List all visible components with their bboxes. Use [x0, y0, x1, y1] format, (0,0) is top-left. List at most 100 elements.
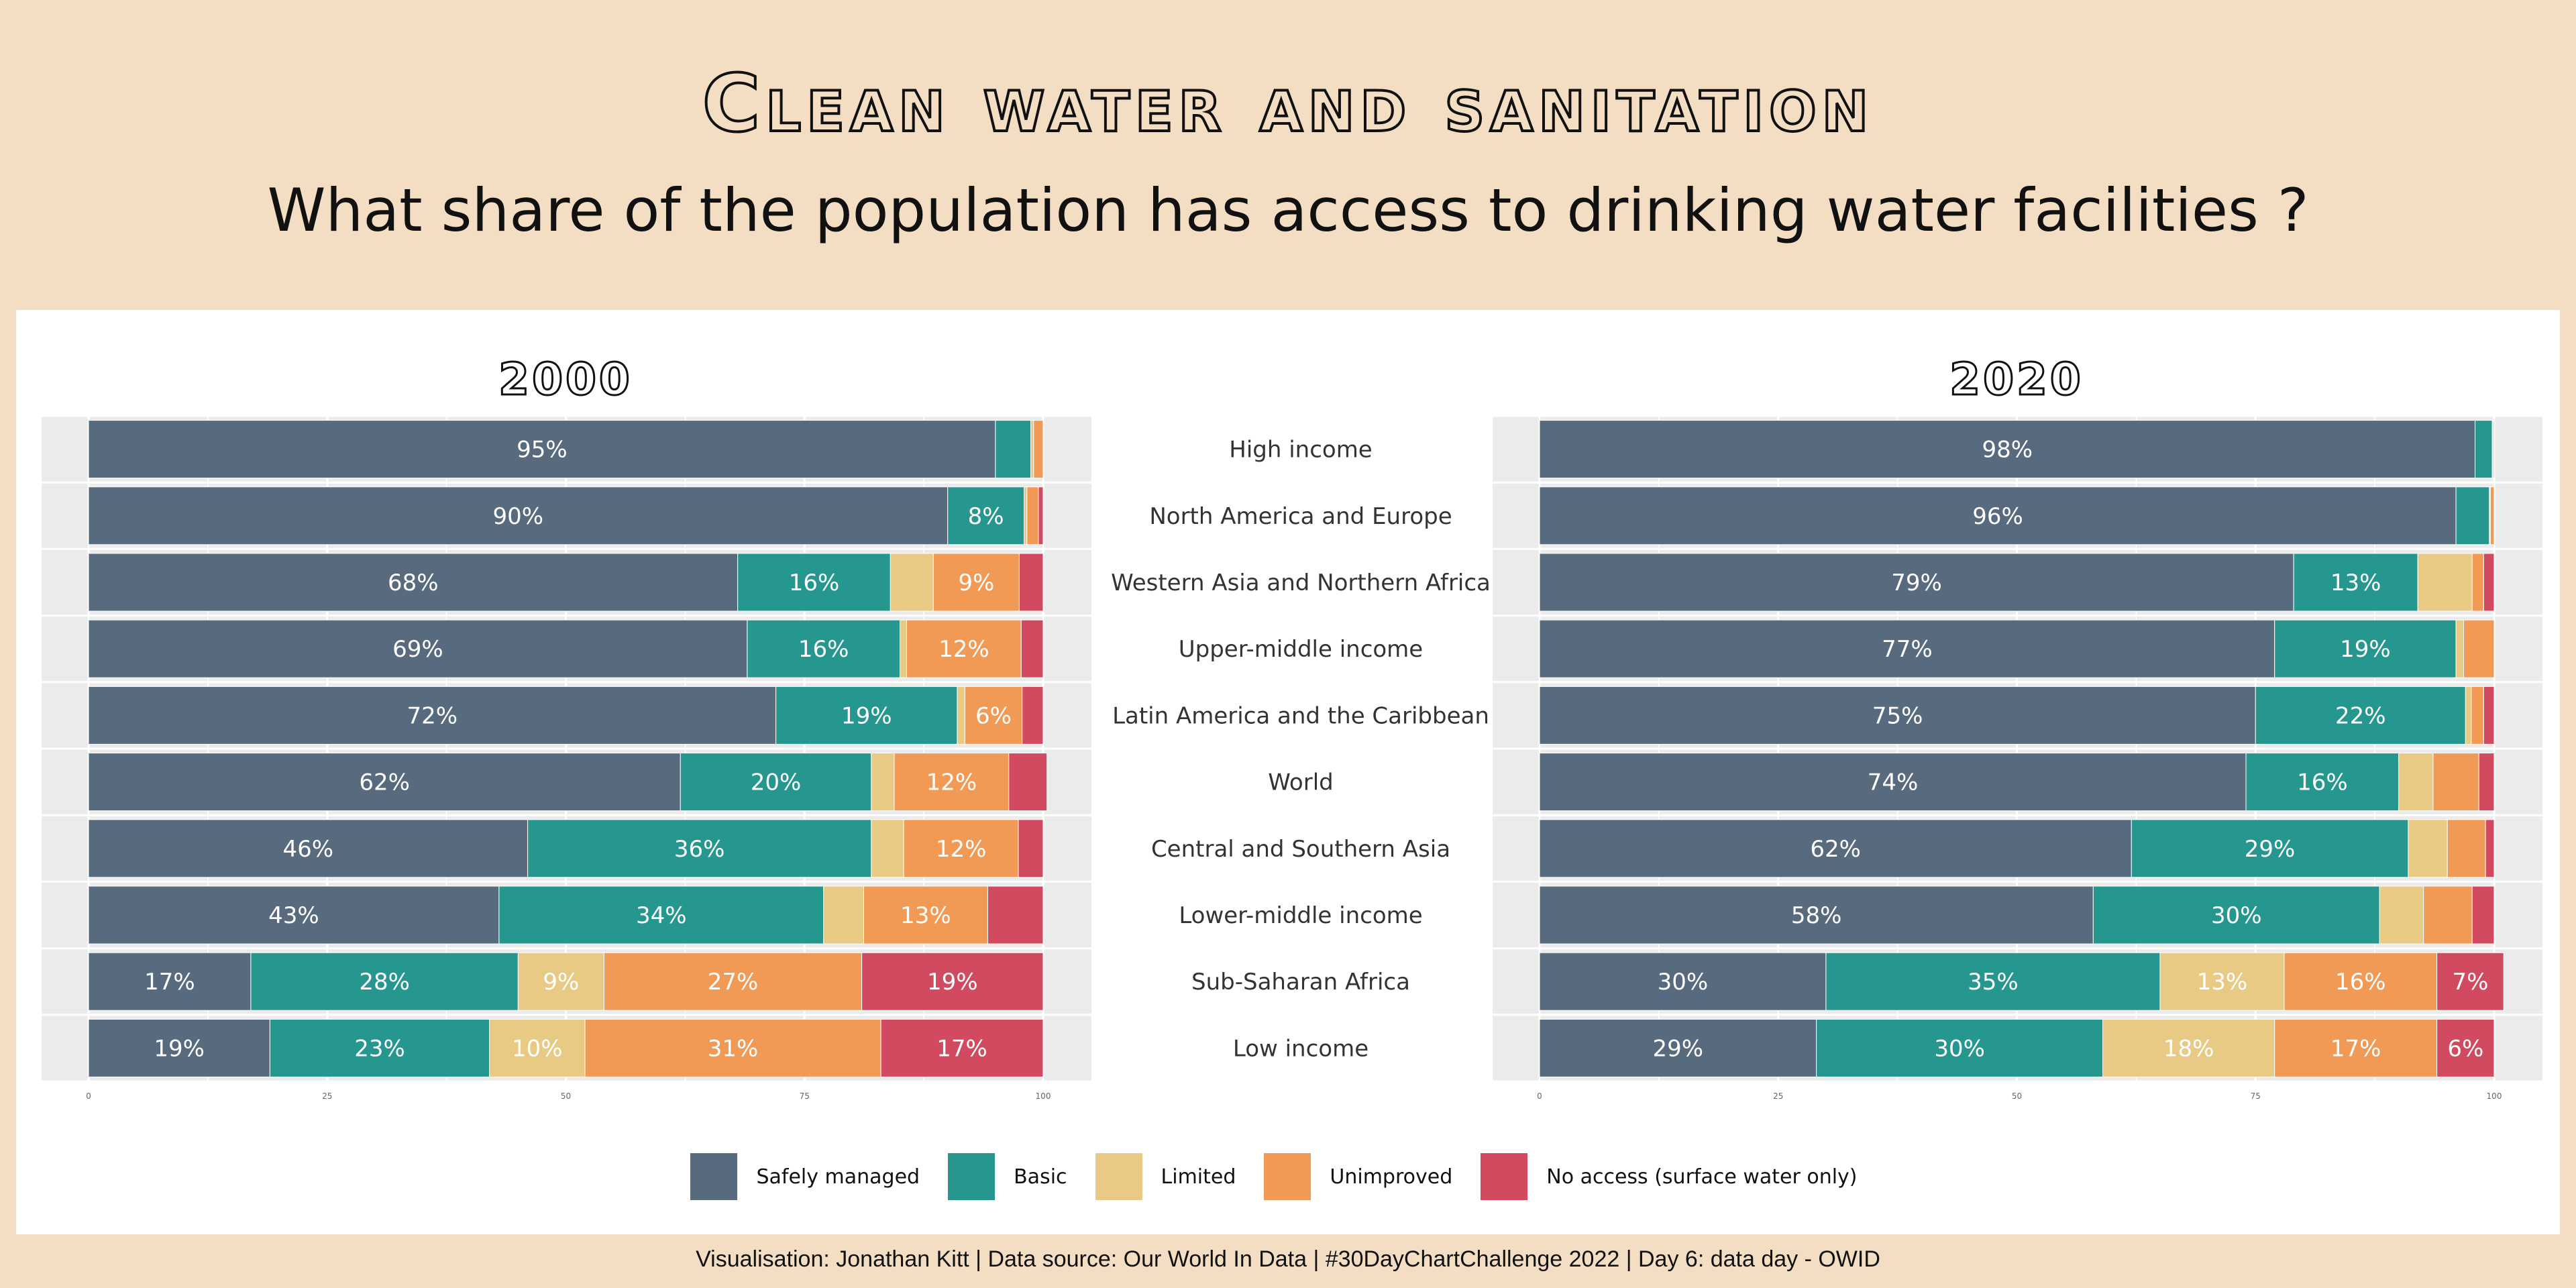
data-label: 29%	[2245, 836, 2296, 863]
bar-2020-lower-middle-income-basic	[2092, 885, 2380, 945]
data-label: 31%	[708, 1035, 759, 1062]
legend-item-no-access: No access (surface water only)	[1481, 1153, 1858, 1200]
panel-title-2020: 2020	[1949, 354, 2084, 405]
data-label: 72%	[407, 702, 458, 729]
bar-2020-upper-middle-income-basic	[2274, 619, 2457, 678]
legend-item-unimproved: Unimproved	[1264, 1153, 1452, 1200]
bar-2020-world-safely-managed	[1539, 753, 2247, 812]
bar-2020-western-asia-and-northern-africa-no-access-surface-water-only	[2483, 553, 2495, 612]
data-label: 68%	[388, 570, 439, 596]
bar-2000-low-income-limited	[489, 1018, 586, 1077]
panel-title-2000: 2000	[498, 354, 633, 405]
data-label: 58%	[1791, 902, 1842, 929]
category-label-latin-america-and-the-caribbean: Latin America and the Caribbean	[1112, 702, 1489, 729]
data-label: 12%	[938, 636, 989, 663]
bar-2020-low-income-no-access-surface-water-only	[2436, 1018, 2495, 1077]
data-label: 19%	[154, 1035, 205, 1062]
bar-2000-latin-america-and-the-caribbean-limited	[957, 686, 965, 745]
data-label: 28%	[359, 969, 410, 996]
bar-2020-high-income-basic	[2475, 420, 2493, 479]
data-label: 16%	[2335, 969, 2386, 996]
bar-2000-world-no-access-surface-water-only	[1008, 753, 1048, 812]
bar-2020-high-income-unimproved	[2493, 420, 2495, 479]
data-label: 29%	[1653, 1035, 1704, 1062]
data-label: 6%	[975, 702, 1012, 729]
bar-2020-world-basic	[2245, 753, 2400, 812]
bar-2000-world-unimproved	[894, 753, 1010, 812]
category-label-north-america-and-europe: North America and Europe	[1149, 503, 1452, 530]
data-label: 98%	[1982, 437, 2033, 464]
data-label: 17%	[144, 969, 195, 996]
legend-label-no-access: No access (surface water only)	[1546, 1165, 1858, 1189]
bar-2020-world-no-access-surface-water-only	[2478, 753, 2495, 812]
bar-2020-sub-saharan-africa-no-access-surface-water-only	[2436, 952, 2504, 1011]
x-tick-label: 75	[2251, 1091, 2261, 1101]
bar-2020-latin-america-and-the-caribbean-basic	[2255, 686, 2466, 745]
bar-2000-north-america-and-europe-unimproved	[1026, 486, 1039, 545]
legend-swatch-unimproved	[1264, 1153, 1311, 1200]
x-tick-label: 100	[1036, 1091, 1051, 1101]
data-label: 62%	[1810, 836, 1861, 863]
data-label: 9%	[543, 969, 579, 996]
data-label: 77%	[1882, 636, 1933, 663]
category-label-upper-middle-income: Upper-middle income	[1179, 636, 1423, 663]
bar-2000-upper-middle-income-no-access-surface-water-only	[1020, 619, 1044, 678]
data-label: 23%	[354, 1035, 405, 1062]
bar-2020-western-asia-and-northern-africa-limited	[2417, 553, 2473, 612]
x-tick-label: 50	[2012, 1091, 2022, 1101]
bar-2020-central-and-southern-asia-unimproved	[2447, 819, 2486, 878]
bar-2020-world-unimproved	[2432, 753, 2479, 812]
bar-2000-high-income-limited	[1030, 420, 1034, 479]
data-label: 69%	[392, 636, 443, 663]
bar-2000-latin-america-and-the-caribbean-no-access-surface-water-only	[1022, 686, 1044, 745]
bar-2000-low-income-unimproved	[584, 1018, 881, 1077]
caption: Visualisation: Jonathan Kitt | Data sour…	[696, 1246, 1880, 1272]
bar-2020-sub-saharan-africa-safely-managed	[1539, 952, 1827, 1011]
bar-2000-western-asia-and-northern-africa-safely-managed	[88, 553, 739, 612]
bar-2020-western-asia-and-northern-africa-basic	[2293, 553, 2418, 612]
bar-2000-latin-america-and-the-caribbean-basic	[775, 686, 958, 745]
bar-2020-latin-america-and-the-caribbean-no-access-surface-water-only	[2483, 686, 2495, 745]
page-subtitle: What share of the population has access …	[267, 176, 2309, 245]
data-label: 17%	[936, 1035, 987, 1062]
bar-2000-western-asia-and-northern-africa-unimproved	[932, 553, 1020, 612]
data-label: 8%	[968, 503, 1004, 530]
data-label: 30%	[1658, 969, 1709, 996]
data-label: 16%	[2297, 769, 2348, 796]
bar-2000-western-asia-and-northern-africa-no-access-surface-water-only	[1018, 553, 1044, 612]
bar-2020-latin-america-and-the-caribbean-unimproved	[2471, 686, 2484, 745]
data-label: 18%	[2163, 1035, 2214, 1062]
data-label: 16%	[789, 570, 840, 596]
legend-swatch-no-access	[1481, 1153, 1528, 1200]
legend-label-safely-managed: Safely managed	[756, 1165, 920, 1189]
bar-2000-sub-saharan-africa-no-access-surface-water-only	[861, 952, 1044, 1011]
bar-2000-low-income-no-access-surface-water-only	[880, 1018, 1044, 1077]
category-label-world: World	[1268, 769, 1333, 796]
legend-label-basic: Basic	[1014, 1165, 1067, 1189]
bar-2020-lower-middle-income-no-access-surface-water-only	[2471, 885, 2495, 945]
bar-2020-north-america-and-europe-basic	[2455, 486, 2490, 545]
bar-2000-lower-middle-income-basic	[498, 885, 824, 945]
bar-2000-western-asia-and-northern-africa-basic	[737, 553, 891, 612]
bar-2020-lower-middle-income-unimproved	[2423, 885, 2473, 945]
bar-2000-world-limited	[871, 753, 895, 812]
data-label: 19%	[841, 702, 892, 729]
bar-2000-upper-middle-income-basic	[747, 619, 901, 678]
bar-2000-low-income-safely-managed	[88, 1018, 270, 1077]
data-label: 30%	[2211, 902, 2262, 929]
bar-2020-lower-middle-income-safely-managed	[1539, 885, 2094, 945]
legend-swatch-limited	[1095, 1153, 1142, 1200]
bar-2000-sub-saharan-africa-safely-managed	[88, 952, 252, 1011]
bar-2020-latin-america-and-the-caribbean-safely-managed	[1539, 686, 2256, 745]
bar-2000-western-asia-and-northern-africa-limited	[890, 553, 934, 612]
x-tick-label: 75	[800, 1091, 810, 1101]
x-tick-label: 100	[2487, 1091, 2502, 1101]
legend-label-unimproved: Unimproved	[1330, 1165, 1453, 1189]
data-label: 22%	[2335, 702, 2386, 729]
data-label: 74%	[1868, 769, 1919, 796]
bar-2020-upper-middle-income-unimproved	[2463, 619, 2495, 678]
bar-2000-sub-saharan-africa-unimproved	[603, 952, 863, 1011]
bar-2000-north-america-and-europe-no-access-surface-water-only	[1038, 486, 1044, 545]
bar-2020-central-and-southern-asia-limited	[2408, 819, 2448, 878]
bar-2020-north-america-and-europe-unimproved	[2489, 486, 2495, 545]
